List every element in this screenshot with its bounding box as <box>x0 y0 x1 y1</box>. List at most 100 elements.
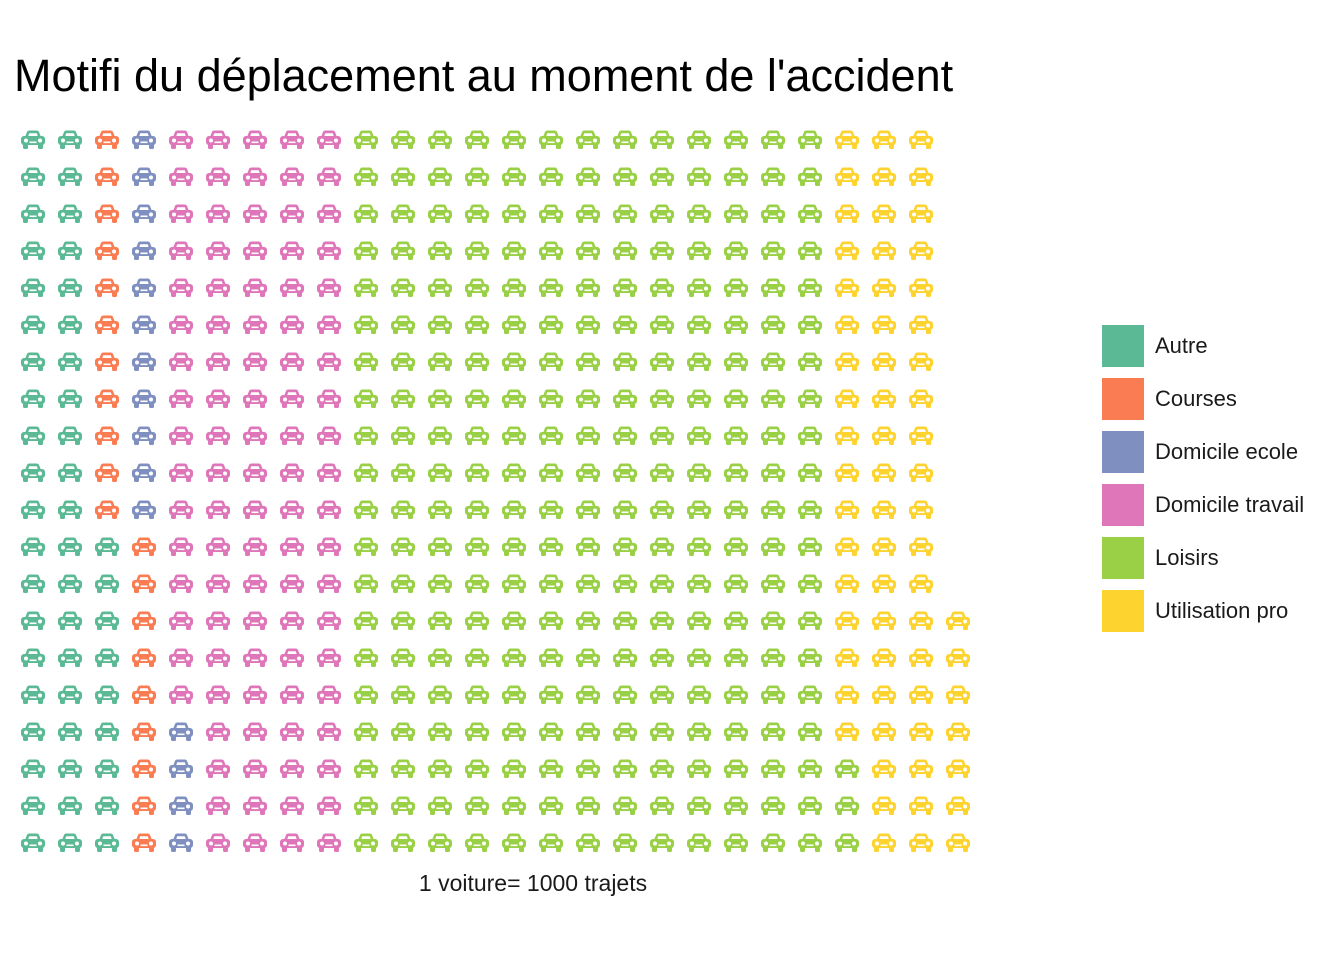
car-icon <box>95 685 119 704</box>
car-icon <box>835 241 859 260</box>
car-icon <box>687 685 711 704</box>
car-icon <box>58 574 82 593</box>
car-icon <box>539 574 563 593</box>
car-icon <box>95 574 119 593</box>
car-icon <box>132 537 156 556</box>
car-icon <box>539 389 563 408</box>
car-icon <box>280 426 304 445</box>
car-icon <box>613 241 637 260</box>
car-icon <box>95 648 119 667</box>
car-icon <box>354 389 378 408</box>
car-icon <box>687 278 711 297</box>
car-icon <box>502 759 526 778</box>
car-icon <box>909 722 933 741</box>
car-icon <box>391 574 415 593</box>
car-icon <box>761 574 785 593</box>
car-icon <box>280 796 304 815</box>
car-icon <box>465 537 489 556</box>
car-icon <box>280 722 304 741</box>
car-icon <box>206 759 230 778</box>
car-icon <box>169 315 193 334</box>
car-icon <box>280 537 304 556</box>
car-icon <box>502 426 526 445</box>
car-icon <box>724 574 748 593</box>
legend: Autre Courses Domicile ecole Domicile trava… <box>1102 325 1304 643</box>
car-icon <box>650 537 674 556</box>
car-icon <box>58 833 82 852</box>
car-icon <box>354 722 378 741</box>
car-icon <box>502 833 526 852</box>
car-icon <box>650 426 674 445</box>
legend-key <box>1102 325 1144 367</box>
car-icon <box>354 833 378 852</box>
car-icon <box>428 648 452 667</box>
car-icon <box>58 796 82 815</box>
car-icon <box>465 685 489 704</box>
car-icon <box>95 204 119 223</box>
car-icon <box>761 315 785 334</box>
car-icon <box>687 463 711 482</box>
car-icon <box>95 389 119 408</box>
car-icon <box>465 426 489 445</box>
car-icon <box>21 426 45 445</box>
car-icon <box>243 759 267 778</box>
car-icon <box>280 389 304 408</box>
car-icon <box>576 500 600 519</box>
car-icon <box>280 278 304 297</box>
car-icon <box>872 352 896 371</box>
car-icon <box>280 759 304 778</box>
car-icon <box>650 241 674 260</box>
car-icon <box>613 537 637 556</box>
car-icon <box>243 315 267 334</box>
car-icon <box>835 315 859 334</box>
car-icon <box>835 722 859 741</box>
car-icon <box>206 167 230 186</box>
car-icon <box>613 167 637 186</box>
car-icon <box>798 241 822 260</box>
car-icon <box>502 685 526 704</box>
legend-key <box>1102 431 1144 473</box>
chart-caption: 1 voiture= 1000 trajets <box>418 870 648 896</box>
car-icon <box>169 426 193 445</box>
car-icon <box>724 685 748 704</box>
car-icon <box>206 130 230 149</box>
car-icon <box>169 574 193 593</box>
car-icon <box>243 463 267 482</box>
car-icon <box>354 685 378 704</box>
car-icon <box>872 463 896 482</box>
car-icon <box>724 352 748 371</box>
car-icon <box>243 574 267 593</box>
car-icon <box>576 685 600 704</box>
car-icon <box>576 648 600 667</box>
car-icon <box>354 241 378 260</box>
car-icon <box>95 315 119 334</box>
car-icon <box>909 685 933 704</box>
car-icon <box>206 648 230 667</box>
car-icon <box>58 500 82 519</box>
car-icon <box>650 722 674 741</box>
car-icon <box>687 648 711 667</box>
car-icon <box>354 537 378 556</box>
car-icon <box>465 574 489 593</box>
car-icon <box>650 796 674 815</box>
car-icon <box>909 648 933 667</box>
car-icon <box>539 759 563 778</box>
car-icon <box>95 463 119 482</box>
car-icon <box>798 685 822 704</box>
chart-title: Motifi du déplacement au moment de l'acc… <box>14 50 954 101</box>
car-icon <box>909 130 933 149</box>
car-icon <box>687 574 711 593</box>
car-icon <box>576 130 600 149</box>
car-icon <box>909 463 933 482</box>
legend-label: Domicile ecole <box>1155 439 1299 464</box>
car-icon <box>391 204 415 223</box>
car-icon <box>650 574 674 593</box>
car-icon <box>354 204 378 223</box>
car-icon <box>354 759 378 778</box>
car-icon <box>613 685 637 704</box>
car-icon <box>95 722 119 741</box>
car-icon <box>391 685 415 704</box>
car-icon <box>761 167 785 186</box>
car-icon <box>206 833 230 852</box>
